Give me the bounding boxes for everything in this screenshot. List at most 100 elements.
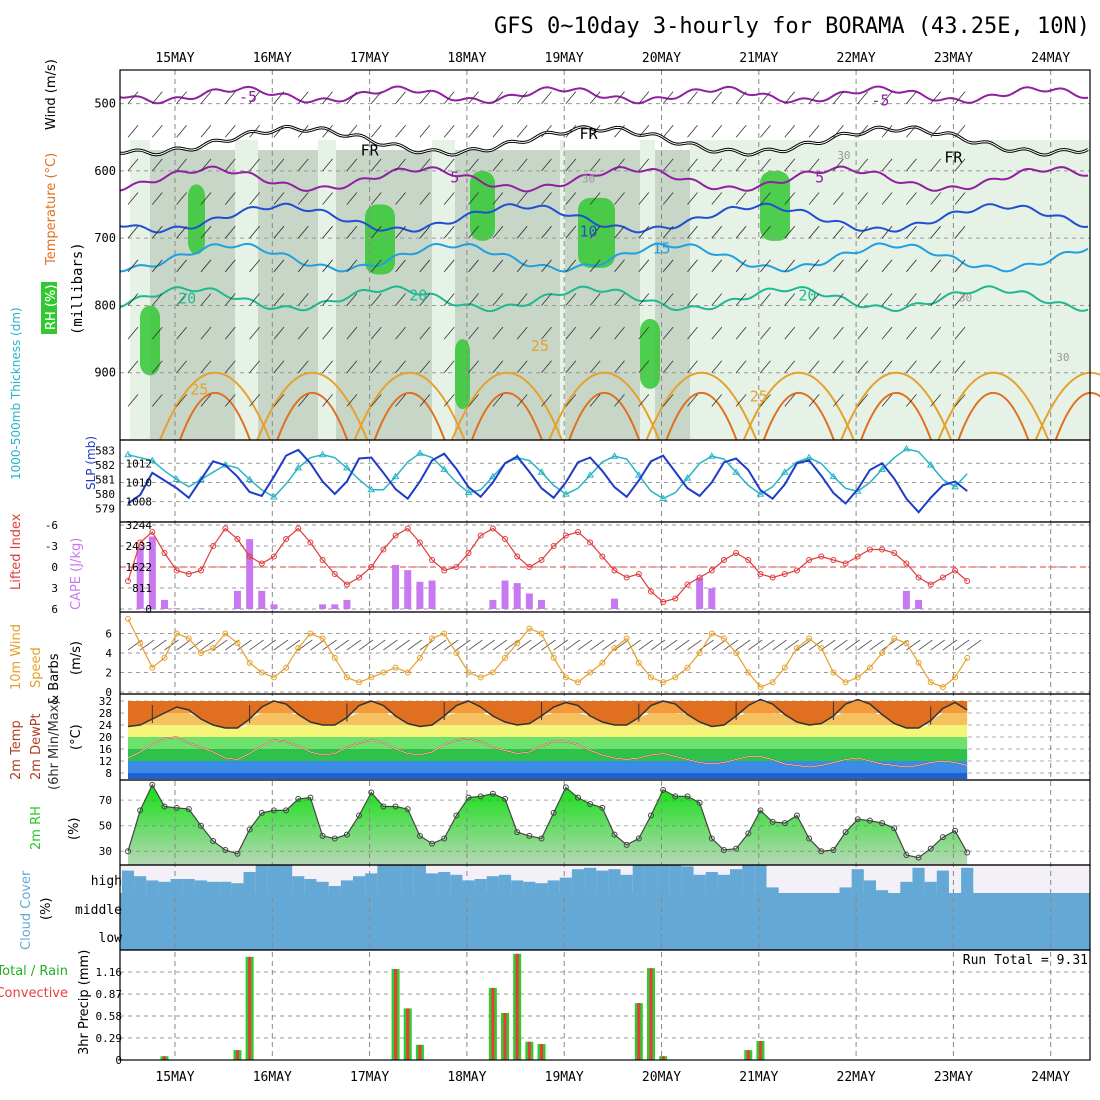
li-point: [793, 567, 800, 574]
wind-barb: [906, 158, 917, 172]
wind-barb: [492, 394, 504, 407]
thickness-point: [270, 493, 278, 500]
wind-speed-point: [429, 635, 436, 642]
wind-barb: [273, 360, 285, 373]
wind-barb: [735, 326, 747, 340]
wind-barb: [224, 394, 236, 407]
wind-barb: [881, 326, 893, 340]
cloud-high-bar: [401, 865, 414, 893]
wind-barb: [249, 326, 260, 340]
wind-barb: [297, 192, 309, 205]
wind-barb: [906, 91, 917, 104]
li-point: [489, 525, 496, 532]
wind-barb: [857, 158, 869, 172]
wind-barb: [760, 360, 771, 373]
li-point: [514, 553, 521, 560]
wind-speed-point: [575, 679, 582, 686]
rh-point: [453, 812, 460, 819]
wind-barb: [930, 225, 942, 239]
cloud-high-bar: [571, 869, 585, 893]
wind-barb: [249, 293, 260, 306]
wind-speed-point: [854, 674, 861, 681]
wind-barb: [516, 158, 528, 172]
wind-speed-point: [927, 679, 934, 686]
wind-barb: [638, 394, 650, 407]
isotherm-30: [276, 392, 349, 441]
wind-barb: [346, 259, 358, 273]
li-point: [757, 571, 764, 577]
wind-barb: [687, 225, 698, 239]
rh-point: [866, 817, 873, 824]
wind-speed-line: [127, 618, 968, 688]
wind-barb: [833, 158, 844, 172]
wind-speed-point: [331, 654, 338, 661]
wind-barb: [419, 293, 431, 306]
wind-barb: [662, 125, 674, 138]
wind-barb: [176, 259, 187, 273]
isotherm-label: -5: [239, 88, 257, 106]
wind-barb: [297, 326, 309, 340]
isotherm-25: [937, 371, 1050, 441]
rh-point: [356, 812, 363, 819]
rh-core: [470, 170, 495, 241]
rh-point: [793, 812, 800, 819]
wind-barb: [516, 360, 528, 373]
wind-barb: [152, 192, 163, 205]
temp-tick-label: 12: [99, 755, 112, 768]
rh-point: [830, 846, 837, 853]
isotherm-label: FR: [361, 142, 380, 160]
li-point: [550, 543, 557, 549]
li-point: [818, 553, 825, 560]
wind-speed-point: [210, 645, 217, 652]
wind-barb: [687, 326, 698, 340]
wind-barb: [127, 293, 139, 306]
rh-point: [465, 794, 472, 801]
li-point: [258, 560, 265, 567]
wind-speed-point: [806, 635, 813, 642]
isotherm-30: [860, 392, 933, 441]
wind-barb: [322, 225, 333, 239]
wind-barb: [200, 259, 212, 273]
wind-speed-point: [416, 654, 423, 661]
wind-barb: [833, 192, 844, 205]
rh-point: [404, 806, 411, 813]
thickness-point: [610, 452, 619, 459]
wind-barb: [322, 192, 333, 205]
li-point: [575, 529, 582, 535]
date-label-top: 19MAY: [545, 51, 584, 66]
wind-speed-point: [489, 669, 496, 676]
cape-bar: [270, 604, 278, 609]
wind-barb: [249, 259, 260, 273]
temp-tick-label: 28: [99, 707, 112, 720]
cape-tick-label: 811: [132, 582, 152, 595]
rh-point: [283, 807, 290, 814]
cloud-high-bar: [134, 876, 147, 893]
wind10-barb: [857, 639, 872, 651]
wind10-barb: [577, 639, 593, 651]
wind-barb: [954, 394, 966, 407]
cape-bar: [233, 590, 241, 609]
ylabel-wind10-b: Speed: [29, 647, 44, 688]
rh-point: [502, 795, 509, 802]
wind10-barb: [358, 639, 374, 651]
dewpoint-line-highlight: [127, 736, 968, 768]
rh-point: [660, 786, 667, 793]
wind-barb: [492, 259, 504, 273]
wind10-barb: [480, 639, 495, 651]
li-point: [270, 553, 277, 560]
wind-barb: [711, 360, 723, 373]
cloud-label-low: low: [99, 931, 123, 946]
date-label-bottom: 20MAY: [642, 1070, 681, 1085]
rh-point: [927, 845, 934, 852]
wind-barb: [857, 225, 869, 239]
wind-tick-label: 0: [105, 686, 112, 699]
wind-barb: [906, 259, 917, 273]
li-point: [866, 546, 873, 553]
wind-barb: [224, 326, 236, 340]
wind-barb: [906, 293, 917, 306]
wind-barb: [443, 293, 455, 306]
isotherm-label: 10: [579, 222, 597, 240]
wind-speed-point: [793, 645, 800, 652]
rh-point: [185, 806, 192, 813]
wind-barb: [638, 125, 650, 138]
